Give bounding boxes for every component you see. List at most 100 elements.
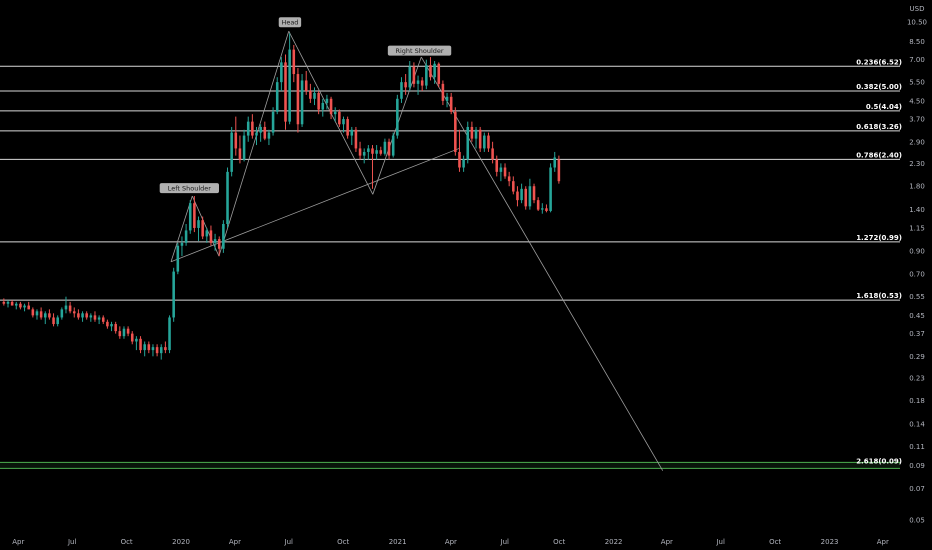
candle bbox=[474, 126, 478, 149]
candle-body bbox=[329, 98, 333, 115]
candle bbox=[85, 311, 88, 320]
fib-level-label: 0.618(3.26) bbox=[856, 123, 902, 131]
candle bbox=[478, 126, 482, 152]
candle-body bbox=[275, 82, 279, 112]
candle-body bbox=[441, 83, 445, 101]
candle-body bbox=[391, 135, 395, 156]
y-tick-label: 0.37 bbox=[909, 330, 925, 338]
candle-body bbox=[346, 119, 349, 136]
price-axis[interactable]: USD 10.50 8.50 7.00 5.50 4.50 3.70 2.90 2.30 1.8… bbox=[907, 5, 927, 525]
candle bbox=[545, 204, 548, 213]
candle-body bbox=[43, 313, 47, 318]
candle bbox=[379, 146, 383, 156]
pattern-trendline bbox=[191, 195, 220, 257]
candle-body bbox=[462, 159, 465, 168]
candle bbox=[371, 145, 374, 189]
x-tick-label: Jul bbox=[284, 538, 294, 546]
y-tick-label: 0.18 bbox=[909, 397, 925, 405]
candle-body bbox=[209, 230, 213, 243]
y-tick-label: 5.50 bbox=[909, 79, 925, 87]
y-tick-label: 10.50 bbox=[907, 18, 927, 26]
candle bbox=[135, 336, 138, 351]
candle-body bbox=[143, 344, 146, 351]
candle-body bbox=[549, 167, 552, 211]
candle bbox=[396, 94, 399, 139]
candle bbox=[408, 61, 412, 92]
x-tick-label: 2020 bbox=[172, 538, 190, 546]
candle bbox=[329, 96, 333, 120]
candle-body bbox=[292, 49, 296, 75]
candle-body bbox=[259, 126, 262, 133]
candle bbox=[495, 155, 499, 177]
candle bbox=[81, 311, 84, 322]
candle bbox=[52, 313, 55, 327]
candle-body bbox=[483, 135, 486, 149]
x-tick-label: Jul bbox=[715, 538, 725, 546]
candle bbox=[101, 315, 105, 325]
candle-body bbox=[404, 82, 407, 88]
candle bbox=[222, 220, 225, 253]
candle-body bbox=[118, 331, 122, 337]
pattern-trendline bbox=[420, 56, 664, 471]
candle bbox=[217, 236, 221, 257]
fib-level-label: 0.5(4.04) bbox=[866, 103, 902, 111]
candle bbox=[213, 233, 217, 251]
candle bbox=[193, 196, 196, 233]
candle-body bbox=[180, 242, 184, 246]
candle-body bbox=[516, 191, 519, 201]
candle bbox=[97, 315, 101, 325]
candle bbox=[400, 77, 403, 103]
candle bbox=[512, 176, 515, 195]
candle bbox=[147, 341, 151, 354]
candle-body bbox=[126, 328, 130, 334]
candle bbox=[2, 298, 6, 306]
time-axis[interactable]: Apr Jul Oct 2020 Apr Jul Oct 2021 Apr Jul Oct 2022 A… bbox=[12, 538, 889, 546]
candle-body bbox=[350, 129, 354, 136]
candle bbox=[304, 70, 308, 95]
candle bbox=[180, 236, 184, 257]
candle bbox=[528, 178, 532, 210]
fib-level-label: 1.618(0.53) bbox=[856, 292, 902, 300]
candle bbox=[35, 309, 39, 320]
candle bbox=[259, 124, 262, 142]
candle-body bbox=[512, 181, 515, 192]
candle bbox=[425, 59, 428, 90]
candle bbox=[536, 197, 540, 211]
annotation-label: Right Shoulder bbox=[387, 45, 452, 56]
candle-body bbox=[197, 220, 200, 228]
x-tick-label: 2021 bbox=[389, 538, 407, 546]
candle-body bbox=[309, 91, 312, 99]
candle bbox=[234, 116, 238, 156]
fibonacci-level-labels: 0.236(6.52) 0.382(5.00) 0.5(4.04) 0.618(3.2… bbox=[856, 58, 902, 465]
x-tick-label: Oct bbox=[121, 538, 133, 546]
fib-level-label: 1.272(0.99) bbox=[856, 234, 902, 242]
candle-body bbox=[255, 132, 258, 136]
candle bbox=[188, 200, 192, 234]
candle bbox=[333, 107, 337, 122]
candle bbox=[487, 132, 490, 152]
candle-body bbox=[10, 301, 14, 306]
candle-body bbox=[19, 303, 22, 308]
candle-body bbox=[416, 80, 420, 84]
candle-body bbox=[222, 223, 225, 249]
candle bbox=[317, 91, 320, 115]
candle-body bbox=[139, 338, 142, 351]
candle-body bbox=[300, 80, 304, 125]
candle-body bbox=[396, 98, 399, 136]
y-tick-label: 3.70 bbox=[909, 116, 925, 124]
candle bbox=[226, 167, 229, 228]
candle bbox=[172, 267, 175, 322]
candle bbox=[292, 44, 296, 83]
candle-body bbox=[106, 321, 109, 327]
candle-body bbox=[458, 151, 461, 168]
candle bbox=[39, 307, 43, 320]
candle bbox=[449, 92, 453, 115]
y-tick-label: 8.50 bbox=[909, 38, 925, 46]
candle-body bbox=[101, 317, 105, 322]
candle-body bbox=[383, 141, 387, 154]
candle-body bbox=[60, 309, 64, 318]
pattern-annotations: Left Shoulder Head Right Shoulder bbox=[159, 17, 452, 194]
candle bbox=[507, 171, 511, 187]
candle-body bbox=[420, 80, 424, 86]
